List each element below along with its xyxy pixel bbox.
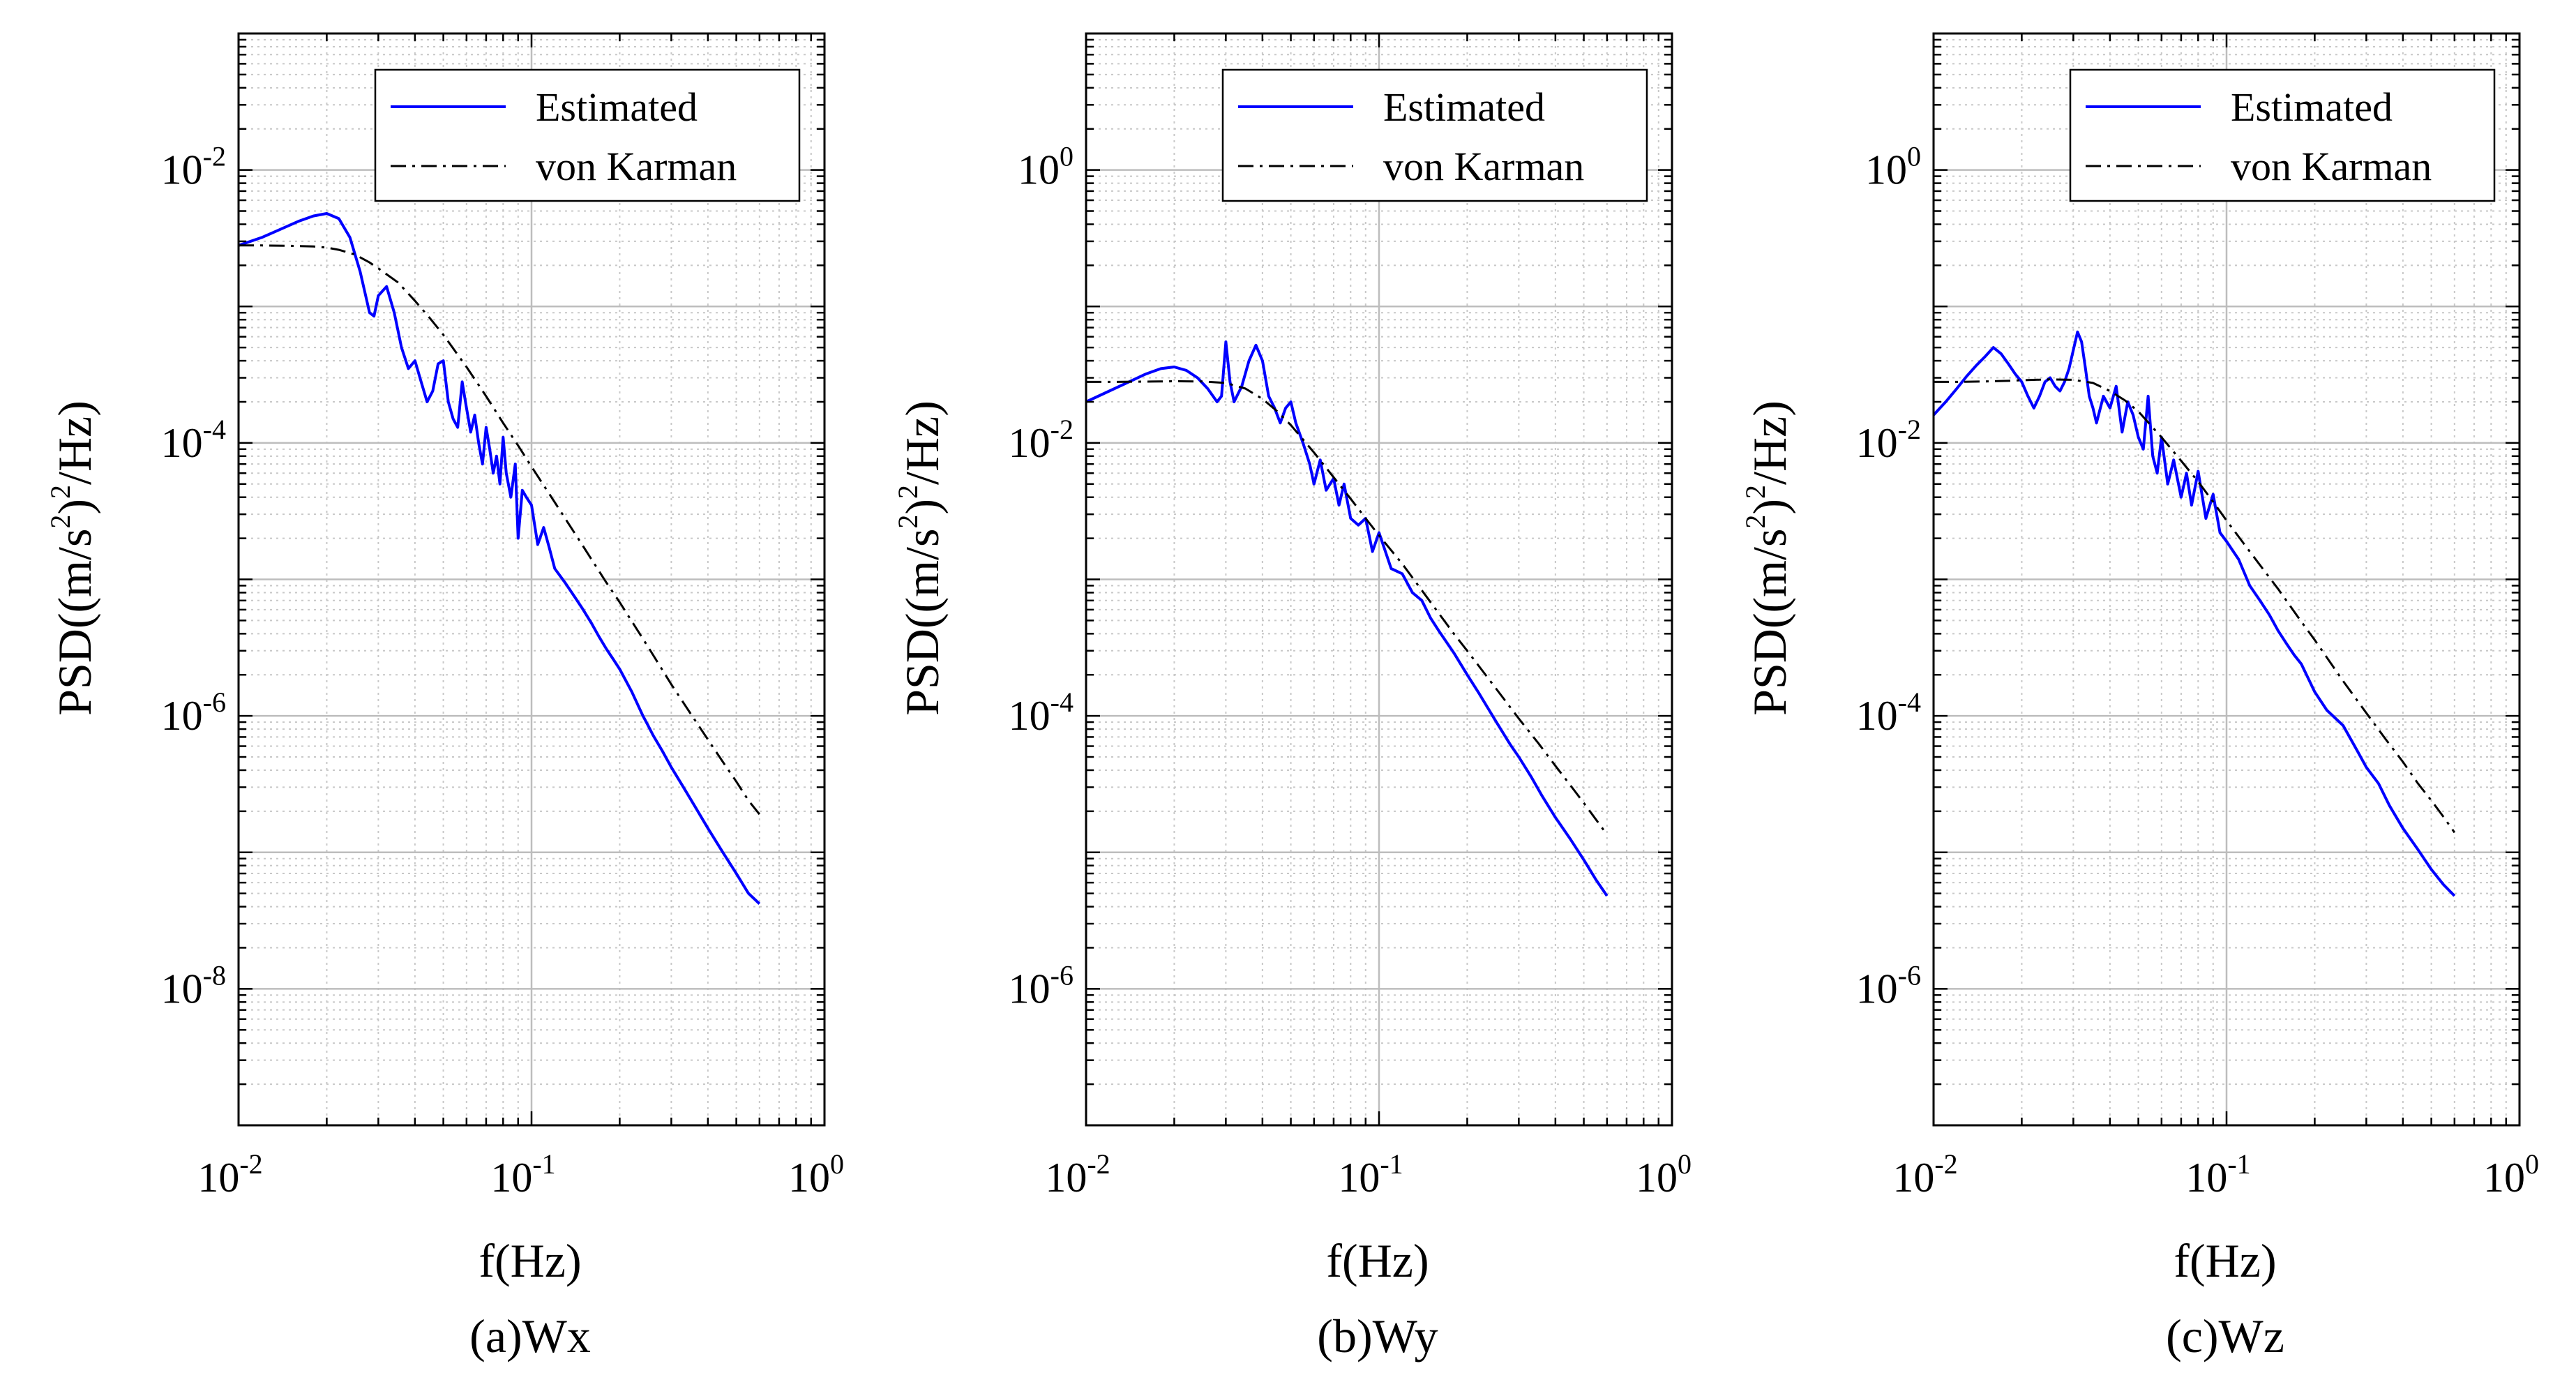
panel-b: 10-2 10-1 100 10-6 10-4 10-2 100 f(Hz) PSD((m/… <box>892 32 1692 1362</box>
panel-c: 10-2 10-1 100 10-6 10-4 10-2 100 f(Hz) PSD((m/… <box>1740 32 2539 1362</box>
y-axis-label: PSD((m/s2)2/Hz) <box>892 400 949 716</box>
x-axis-label: f(Hz) <box>2174 1234 2276 1287</box>
y-tick-label: 10-2 <box>1856 414 1921 466</box>
caption: (b)Wy <box>1317 1309 1438 1362</box>
series-line-estimated <box>1932 330 2456 897</box>
legend-label-von-karman: von Karman <box>2231 144 2432 189</box>
legend-label-estimated: Estimated <box>2231 84 2393 130</box>
series-line-von-karman <box>1086 380 1609 836</box>
x-tick-label: 10-2 <box>197 1148 262 1201</box>
legend-label-estimated: Estimated <box>1383 84 1545 130</box>
x-tick-label: 10-1 <box>1338 1148 1403 1201</box>
legend-label-von-karman: von Karman <box>1383 144 1584 189</box>
panel-a: 10-2 10-1 100 10-8 10-6 10-4 10-2 f(Hz) PSD((m… <box>45 32 844 1362</box>
y-tick-label: 100 <box>1018 141 1074 193</box>
caption: (a)Wx <box>469 1309 591 1362</box>
series-line-von-karman <box>1934 378 2456 834</box>
x-tick-label: 10-2 <box>1892 1148 1957 1201</box>
legend-label-estimated: Estimated <box>536 84 698 130</box>
y-tick-label: 10-6 <box>1856 959 1921 1012</box>
x-axis-label: f(Hz) <box>1326 1234 1429 1287</box>
x-axis-label: f(Hz) <box>479 1234 581 1287</box>
y-tick-label: 100 <box>1865 141 1921 193</box>
legend: Estimated von Karman <box>2069 68 2496 202</box>
legend-box <box>1221 68 1648 202</box>
legend-box <box>2069 68 2496 202</box>
caption: (c)Wz <box>2166 1309 2284 1362</box>
legend-box <box>374 68 801 202</box>
y-tick-label: 10-4 <box>1009 686 1074 739</box>
y-tick-label: 10-4 <box>1856 686 1921 739</box>
x-tick-label: 100 <box>1636 1148 1692 1201</box>
legend-label-von-karman: von Karman <box>536 144 737 189</box>
series-line-von-karman <box>239 244 760 816</box>
y-tick-label: 10-6 <box>1009 959 1074 1012</box>
series-line-estimated <box>1085 340 1609 897</box>
y-tick-label: 10-2 <box>161 141 226 193</box>
series-line-estimated <box>238 212 761 905</box>
legend: Estimated von Karman <box>1221 68 1648 202</box>
x-tick-label: 100 <box>2483 1148 2539 1201</box>
y-axis-label: PSD((m/s2)2/Hz) <box>45 400 101 716</box>
x-tick-label: 10-1 <box>490 1148 555 1201</box>
x-tick-label: 10-1 <box>2185 1148 2250 1201</box>
y-tick-label: 10-2 <box>1009 414 1074 466</box>
y-tick-label: 10-8 <box>161 959 226 1012</box>
x-tick-label: 100 <box>788 1148 844 1201</box>
y-axis-label: PSD((m/s2)2/Hz) <box>1740 400 1796 716</box>
legend: Estimated von Karman <box>374 68 801 202</box>
x-tick-label: 10-2 <box>1045 1148 1110 1201</box>
y-tick-label: 10-6 <box>161 686 226 739</box>
y-tick-label: 10-4 <box>161 414 226 466</box>
